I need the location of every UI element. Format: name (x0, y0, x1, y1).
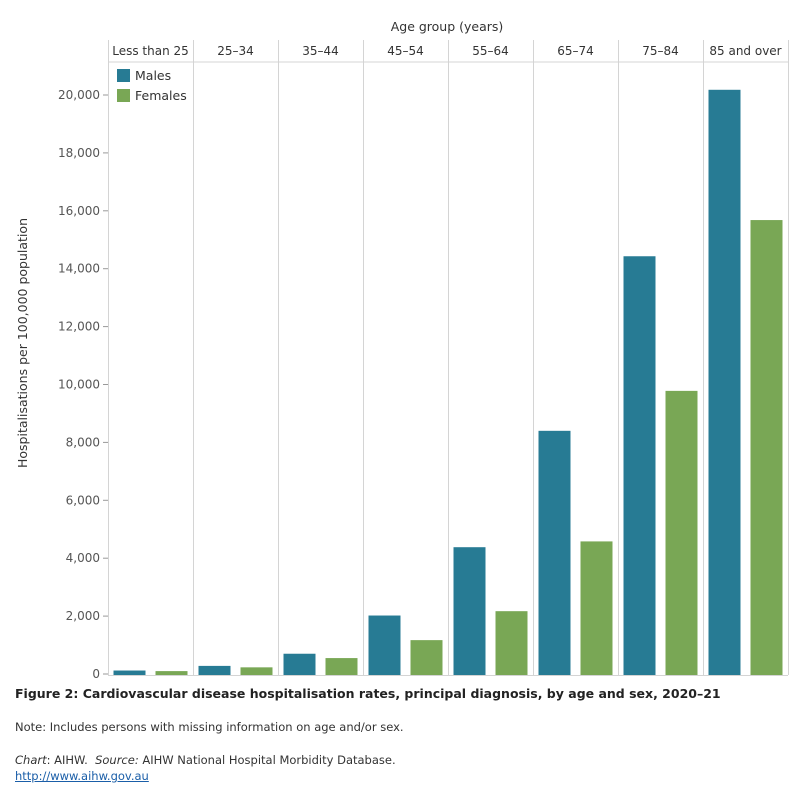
y-tick-label: 4,000 (66, 551, 100, 565)
y-tick-label: 12,000 (58, 320, 100, 334)
y-axis-title: Hospitalisations per 100,000 population (15, 218, 30, 468)
legend: Males Females (117, 68, 187, 103)
bar-males-0 (113, 670, 146, 675)
footnote: Note: Includes persons with missing info… (15, 720, 404, 734)
bar-males-2 (283, 653, 316, 675)
category-label: 45–54 (387, 44, 424, 58)
bars (113, 89, 783, 675)
bar-females-5 (580, 541, 613, 675)
legend-swatch-females (117, 89, 130, 102)
y-tick-label: 18,000 (58, 146, 100, 160)
category-panels (108, 40, 789, 676)
legend-label-females: Females (135, 88, 187, 103)
credits: Chart: AIHW. Source: AIHW National Hospi… (15, 753, 396, 767)
category-label: 35–44 (302, 44, 339, 58)
bar-males-3 (368, 615, 401, 675)
bar-males-4 (453, 547, 486, 675)
bar-females-4 (495, 611, 528, 675)
bar-females-2 (325, 658, 358, 675)
category-label: Less than 25 (112, 44, 189, 58)
category-label: 55–64 (472, 44, 509, 58)
y-tick-label: 0 (92, 667, 100, 680)
bar-males-5 (538, 430, 571, 675)
source-label: Source: (95, 753, 139, 767)
bar-chart: 0 2,000 4,000 6,000 8,000 10,000 12,000 14,000 1… (15, 19, 789, 680)
y-tick-label: 20,000 (58, 88, 100, 102)
chart-credit-value: : AIHW. (46, 753, 88, 767)
aihw-link[interactable]: http://www.aihw.gov.au (15, 769, 149, 783)
bar-females-7 (750, 220, 783, 675)
y-tick-label: 8,000 (66, 435, 100, 449)
bar-males-6 (623, 256, 656, 675)
bar-females-3 (410, 640, 443, 675)
bar-females-0 (155, 671, 188, 675)
x-axis-title: Age group (years) (391, 19, 504, 34)
y-tick-label: 14,000 (58, 262, 100, 276)
source-value: AIHW National Hospital Morbidity Databas… (142, 753, 396, 767)
x-category-labels: Less than 25 25–34 35–44 45–54 55–64 65–74 75–… (112, 44, 781, 58)
y-tick-label: 10,000 (58, 378, 100, 392)
legend-swatch-males (117, 69, 130, 82)
category-label: 85 and over (709, 44, 781, 58)
bar-males-1 (198, 665, 231, 675)
y-axis: 0 2,000 4,000 6,000 8,000 10,000 12,000 14,000 1… (58, 88, 108, 680)
bar-females-1 (240, 667, 273, 675)
category-label: 75–84 (642, 44, 679, 58)
category-label: 25–34 (217, 44, 254, 58)
bar-males-7 (708, 89, 741, 675)
y-tick-label: 16,000 (58, 204, 100, 218)
figure-caption: Figure 2: Cardiovascular disease hospita… (15, 686, 721, 701)
chart-credit-label: Chart (15, 753, 47, 767)
legend-label-males: Males (135, 68, 171, 83)
category-label: 65–74 (557, 44, 594, 58)
y-tick-label: 6,000 (66, 493, 100, 507)
bar-females-6 (665, 390, 698, 675)
y-tick-label: 2,000 (66, 609, 100, 623)
